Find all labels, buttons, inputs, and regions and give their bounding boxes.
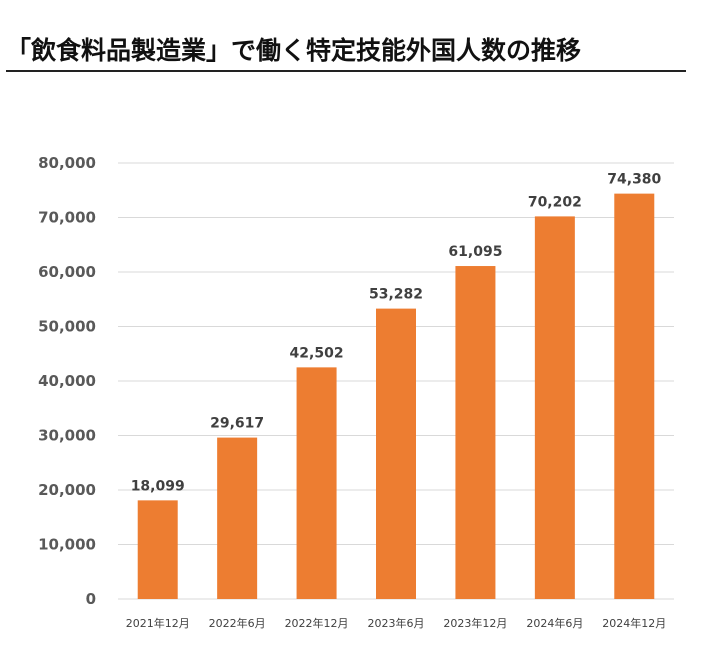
y-tick-label: 30,000 [38, 427, 96, 445]
y-tick-label: 80,000 [38, 154, 96, 172]
data-label: 29,617 [210, 416, 264, 432]
data-labels: 18,099 29,617 42,502 53,282 61,095 70,202 74,3… [131, 172, 662, 495]
gridlines [118, 162, 674, 600]
bar [296, 367, 337, 599]
data-label: 18,099 [131, 478, 185, 494]
bar [137, 500, 178, 599]
bar [614, 193, 655, 599]
data-label: 70,202 [528, 194, 582, 210]
chart-title: 「飲食料品製造業」で働く特定技能外国人数の推移 [6, 36, 582, 65]
x-axis-ticks: 2021年12月 2022年6月 2022年12月 2023年6月 2023年12月 20… [126, 616, 667, 630]
y-tick-label: 20,000 [38, 481, 96, 499]
y-tick-label: 70,000 [38, 209, 96, 227]
bar [376, 308, 416, 599]
title-underline [6, 70, 686, 72]
y-tick-label: 40,000 [38, 372, 96, 390]
data-label: 42,502 [290, 345, 344, 361]
bar [455, 266, 496, 599]
bar [217, 437, 258, 599]
x-tick-label: 2023年6月 [368, 616, 425, 630]
x-tick-label: 2024年12月 [602, 616, 666, 630]
bar [534, 216, 575, 599]
data-label: 61,095 [448, 244, 502, 260]
y-tick-label: 60,000 [38, 263, 96, 281]
data-label: 74,380 [607, 172, 661, 188]
x-tick-label: 2023年12月 [443, 616, 507, 630]
y-axis-ticks: 0 10,000 20,000 30,000 40,000 50,000 60,000 70,… [38, 154, 96, 608]
bars [137, 193, 655, 599]
x-tick-label: 2022年12月 [285, 616, 349, 630]
x-tick-label: 2021年12月 [126, 616, 190, 630]
data-label: 53,282 [369, 287, 423, 303]
x-tick-label: 2022年6月 [209, 616, 266, 630]
y-tick-label: 10,000 [38, 536, 96, 554]
x-tick-label: 2024年6月 [526, 616, 583, 630]
y-tick-label: 0 [86, 590, 96, 608]
y-tick-label: 50,000 [38, 318, 96, 336]
